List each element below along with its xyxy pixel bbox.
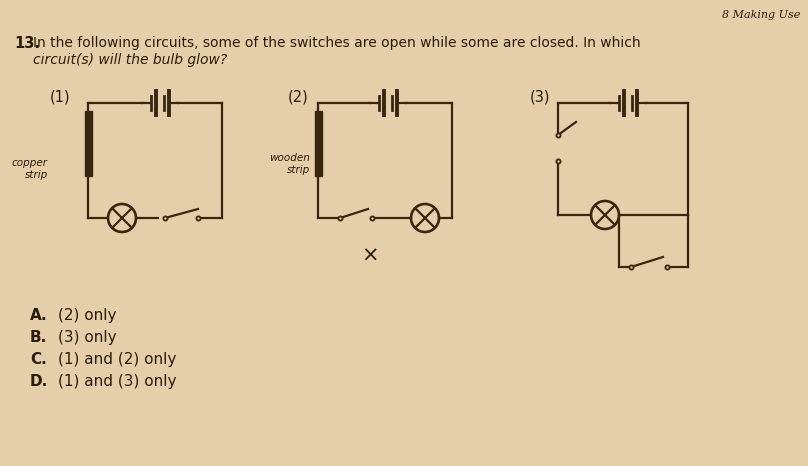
Text: In the following circuits, some of the switches are open while some are closed. : In the following circuits, some of the s…: [33, 36, 641, 50]
Text: 8 Making Use: 8 Making Use: [722, 10, 800, 20]
Text: C.: C.: [30, 352, 47, 367]
Bar: [85, 111, 91, 176]
Bar: [314, 111, 322, 176]
Text: (2) only: (2) only: [58, 308, 116, 323]
Text: ×: ×: [361, 246, 379, 266]
Text: (3) only: (3) only: [58, 330, 116, 345]
Text: (1): (1): [50, 89, 70, 104]
Text: copper
strip: copper strip: [12, 158, 48, 179]
Text: (3): (3): [530, 89, 550, 104]
Text: circuit(s) will the bulb glow?: circuit(s) will the bulb glow?: [33, 53, 227, 67]
Text: B.: B.: [30, 330, 47, 345]
Text: D.: D.: [30, 374, 48, 389]
Text: A.: A.: [30, 308, 48, 323]
Text: 13.: 13.: [14, 36, 40, 51]
Text: (1) and (3) only: (1) and (3) only: [58, 374, 176, 389]
Text: wooden
strip: wooden strip: [269, 153, 310, 175]
Text: (1) and (2) only: (1) and (2) only: [58, 352, 176, 367]
Text: (2): (2): [288, 89, 309, 104]
